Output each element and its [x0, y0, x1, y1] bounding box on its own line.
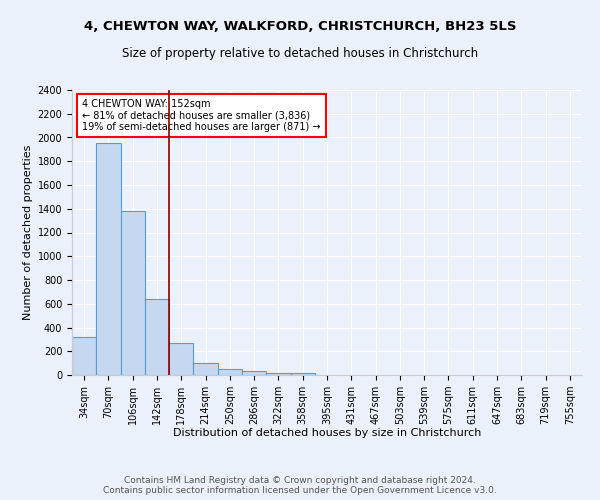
Y-axis label: Number of detached properties: Number of detached properties — [23, 145, 34, 320]
Text: 4 CHEWTON WAY: 152sqm
← 81% of detached houses are smaller (3,836)
19% of semi-d: 4 CHEWTON WAY: 152sqm ← 81% of detached … — [82, 98, 320, 132]
Bar — [121, 211, 145, 375]
Bar — [72, 337, 96, 375]
Text: Contains HM Land Registry data © Crown copyright and database right 2024.
Contai: Contains HM Land Registry data © Crown c… — [103, 476, 497, 495]
Bar — [169, 343, 193, 375]
Bar — [96, 144, 121, 375]
Bar — [242, 372, 266, 375]
Text: 4, CHEWTON WAY, WALKFORD, CHRISTCHURCH, BH23 5LS: 4, CHEWTON WAY, WALKFORD, CHRISTCHURCH, … — [84, 20, 516, 33]
X-axis label: Distribution of detached houses by size in Christchurch: Distribution of detached houses by size … — [173, 428, 481, 438]
Bar — [266, 372, 290, 375]
Bar — [145, 299, 169, 375]
Bar — [218, 370, 242, 375]
Bar — [193, 363, 218, 375]
Bar — [290, 373, 315, 375]
Text: Size of property relative to detached houses in Christchurch: Size of property relative to detached ho… — [122, 48, 478, 60]
